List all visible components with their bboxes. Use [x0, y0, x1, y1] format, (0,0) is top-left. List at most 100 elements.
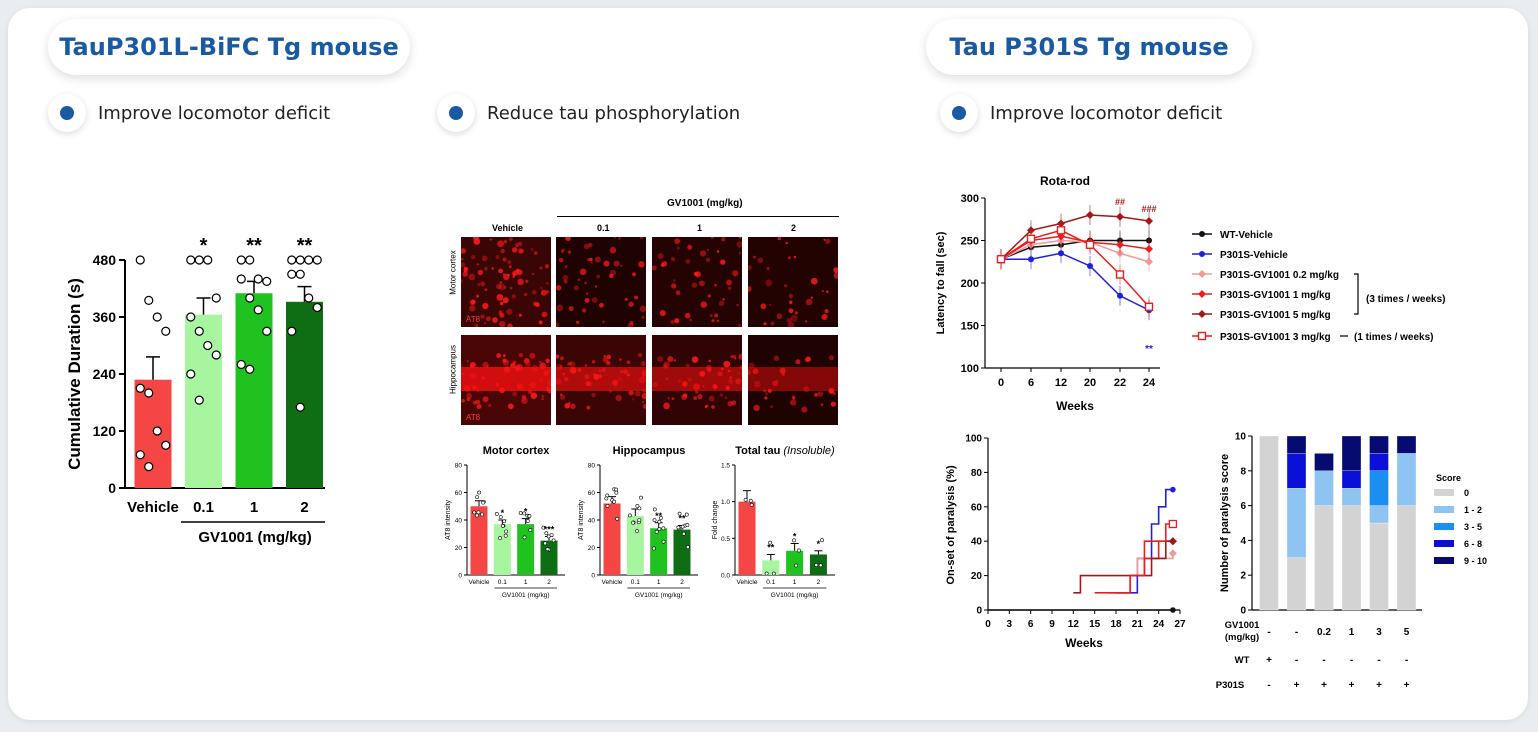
- stain-spot: [825, 238, 831, 244]
- data-point: [685, 545, 690, 550]
- x-tick-label: 6: [1028, 377, 1034, 389]
- bar: [134, 379, 172, 488]
- x-tick-label: 15: [1089, 619, 1101, 630]
- y-tick-label: 60: [455, 490, 463, 497]
- significance-mark: ***: [544, 525, 555, 535]
- stain-spot: [565, 237, 571, 242]
- stain-spot: [683, 393, 688, 398]
- stain-spot: [581, 308, 587, 313]
- significance-mark: *: [200, 235, 208, 257]
- stain-spot: [707, 294, 711, 298]
- series-marker: [1086, 211, 1094, 219]
- stain-spot: [765, 279, 773, 287]
- stain-spot: [461, 364, 463, 367]
- legend-label: P301S-GV1001 0.2 mg/kg: [1220, 270, 1339, 281]
- stain-spot: [830, 401, 836, 407]
- stain-spot: [638, 261, 645, 268]
- y-tick-label: 0: [976, 606, 982, 617]
- bar: [762, 560, 780, 575]
- data-point: [236, 255, 246, 265]
- stack-segment: [1396, 453, 1417, 506]
- right-section-title: Tau P301S Tg mouse: [926, 19, 1252, 75]
- stain-spot: [477, 269, 484, 276]
- stain-spot: [824, 309, 829, 314]
- stain-spot: [639, 305, 646, 313]
- data-point: [657, 527, 662, 531]
- y-tick-label: 150: [961, 321, 979, 333]
- data-point: [135, 450, 145, 460]
- stain-spot: [719, 393, 723, 397]
- stain-spot: [748, 362, 755, 369]
- stain-spot: [718, 300, 725, 307]
- data-point: [135, 255, 145, 265]
- stain-spot: [519, 248, 524, 254]
- data-point: [245, 364, 255, 374]
- stain-spot: [677, 246, 680, 250]
- p301s-value: -: [1267, 680, 1270, 691]
- stain-spot: [507, 260, 512, 264]
- stain-spot: [723, 360, 731, 368]
- y-tick-label: 1.0: [721, 499, 730, 506]
- micro-col-1: 1: [697, 223, 703, 233]
- data-point: [194, 255, 204, 265]
- data-point: [681, 531, 686, 536]
- stain-spot: [602, 357, 608, 363]
- data-point: [253, 305, 263, 315]
- stain-spot: [573, 285, 579, 291]
- stain-spot: [590, 261, 593, 264]
- data-point: [652, 507, 657, 512]
- stain-spot: [488, 403, 492, 407]
- data-point: [771, 571, 776, 576]
- stain-spot: [732, 354, 737, 359]
- stain-spot: [770, 405, 773, 409]
- micro-header-rule: [557, 216, 839, 217]
- stack-segment: [1369, 453, 1389, 471]
- stain-spot: [499, 281, 503, 284]
- tile-bg: [748, 237, 838, 327]
- data-point: [203, 255, 213, 265]
- x-tick-label: 3: [1007, 619, 1013, 630]
- data-point: [525, 519, 530, 523]
- data-point: [186, 312, 196, 322]
- data-point: [186, 255, 196, 265]
- stain-spot: [794, 311, 798, 315]
- x-tick-label: 2: [817, 579, 821, 586]
- legend-label: 9 - 10: [1464, 556, 1487, 566]
- stain-band: [748, 367, 838, 391]
- x-tick-label: 20: [1084, 377, 1096, 389]
- legend-title: Score: [1436, 473, 1461, 483]
- legend-swatch: [1434, 506, 1454, 513]
- data-point: [236, 274, 246, 284]
- y-tick-label: 80: [588, 463, 596, 470]
- stack-segment: [1286, 557, 1307, 611]
- data-point: [680, 524, 685, 529]
- data-point: [614, 487, 619, 492]
- stain-spot: [482, 396, 489, 403]
- stain-spot: [466, 315, 470, 318]
- x-tick-label: 2: [547, 579, 551, 586]
- stain-spot: [704, 405, 708, 409]
- significance-mark: **: [767, 542, 775, 552]
- stain-spot: [503, 239, 508, 244]
- stack-segment: [1314, 453, 1334, 471]
- x-tick-label: 0.1: [766, 579, 775, 586]
- stain-spot: [556, 284, 562, 291]
- legend-marker: [1198, 310, 1206, 318]
- series-marker: [1116, 212, 1124, 221]
- x-tick-label: Vehicle: [469, 579, 490, 586]
- motor-cortex-chart: Motor cortex 0 20 40 60 80 AT8 intensity Vehicl…: [445, 445, 565, 599]
- stain-spot: [474, 323, 479, 327]
- stain-spot: [663, 361, 670, 368]
- y-tick-label: 360: [93, 309, 117, 325]
- legend-marker: [1197, 331, 1207, 341]
- significance-mark: **: [655, 511, 663, 521]
- data-point: [543, 541, 548, 546]
- data-point: [472, 510, 477, 515]
- data-point: [253, 274, 263, 284]
- stain-spot: [748, 286, 752, 292]
- stain-spot: [545, 358, 550, 363]
- data-point: [637, 518, 642, 522]
- stain-spot: [615, 394, 622, 402]
- x-tick-label: 1: [657, 579, 661, 586]
- stain-spot: [466, 397, 471, 402]
